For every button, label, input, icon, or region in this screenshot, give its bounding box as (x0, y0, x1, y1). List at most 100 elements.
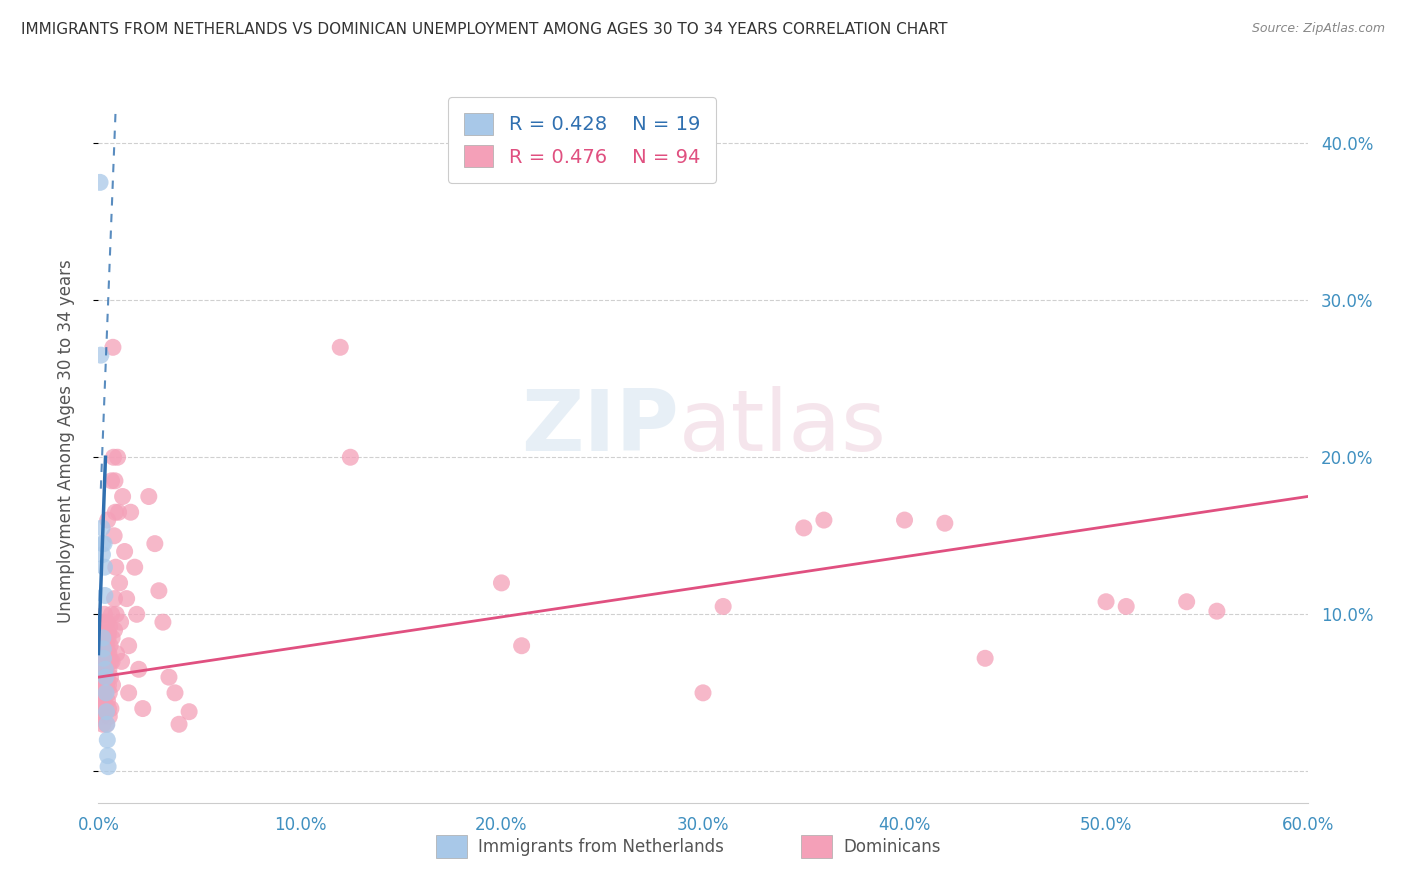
Point (96, 670, 118, 684)
Point (104, 474, 127, 488)
Point (97, 647, 120, 661)
Point (98, 709, 121, 723)
Point (91, 717, 114, 731)
Point (510, 639, 533, 653)
Point (96, 694, 118, 708)
Point (339, 450, 361, 465)
Point (94, 589, 117, 603)
Point (1095, 595, 1118, 609)
Point (1206, 604, 1229, 618)
Point (97, 647, 120, 661)
Point (100, 670, 122, 684)
Point (101, 340, 124, 354)
Point (91, 694, 114, 708)
Point (179, 705, 201, 719)
Point (114, 544, 136, 558)
Point (94, 705, 117, 719)
Point (132, 701, 155, 715)
Point (93, 701, 115, 715)
Point (96, 615, 118, 630)
Point (90, 639, 112, 653)
Point (91, 686, 114, 700)
Point (143, 536, 166, 550)
Text: Immigrants from Netherlands: Immigrants from Netherlands (478, 838, 724, 855)
Text: Source: ZipAtlas.com: Source: ZipAtlas.com (1251, 22, 1385, 36)
Point (100, 701, 122, 715)
Text: atlas: atlas (679, 385, 887, 468)
Point (93, 678, 115, 692)
Point (94, 626, 117, 640)
Point (103, 529, 125, 543)
Point (100, 655, 122, 669)
Point (1175, 595, 1198, 609)
Point (692, 686, 714, 700)
Point (91, 655, 114, 669)
Point (93, 641, 115, 656)
Point (93, 560, 115, 574)
Point (91, 657, 114, 672)
Point (100, 474, 122, 488)
Point (91, 521, 114, 535)
Point (101, 678, 124, 692)
Point (101, 655, 124, 669)
Point (96, 678, 118, 692)
Point (93, 615, 115, 630)
Point (97, 631, 120, 645)
Point (934, 516, 956, 531)
Point (97, 748, 120, 763)
Point (90, 678, 112, 692)
Point (94, 686, 117, 700)
Point (94, 701, 117, 715)
Point (1115, 599, 1137, 614)
Point (97, 662, 120, 676)
Bar (436, 835, 467, 858)
Point (91, 667, 114, 681)
Point (152, 615, 174, 630)
Point (148, 583, 170, 598)
Point (125, 607, 148, 622)
Point (104, 560, 127, 574)
Point (91, 709, 114, 723)
Point (163, 686, 186, 700)
Point (94, 662, 117, 676)
Point (167, 717, 190, 731)
Point (115, 591, 138, 606)
Point (89, 689, 111, 703)
Point (94, 662, 117, 676)
Point (111, 490, 134, 504)
Point (94, 686, 117, 700)
Point (118, 639, 141, 653)
Point (893, 513, 915, 527)
Point (711, 599, 734, 614)
Point (97, 678, 120, 692)
Point (93, 651, 115, 665)
Point (91, 548, 114, 562)
Point (91, 536, 114, 550)
Point (96, 717, 118, 731)
Point (97, 626, 120, 640)
Point (107, 505, 129, 519)
Point (124, 560, 146, 574)
Point (108, 575, 131, 590)
Point (105, 647, 128, 661)
Point (110, 615, 132, 630)
Text: Dominicans: Dominicans (844, 838, 941, 855)
Point (974, 651, 997, 665)
Point (91, 631, 114, 645)
Point (100, 607, 122, 622)
Point (96, 639, 118, 653)
Point (89, 175, 111, 189)
Point (96, 655, 118, 669)
Point (97, 701, 120, 715)
Point (98, 686, 121, 700)
Point (89, 686, 111, 700)
Point (107, 450, 129, 465)
Point (98, 639, 121, 653)
Point (97, 513, 120, 527)
Point (120, 505, 142, 519)
Point (104, 505, 127, 519)
Point (103, 623, 125, 637)
Point (90, 348, 112, 362)
Point (813, 513, 835, 527)
Point (329, 340, 352, 354)
